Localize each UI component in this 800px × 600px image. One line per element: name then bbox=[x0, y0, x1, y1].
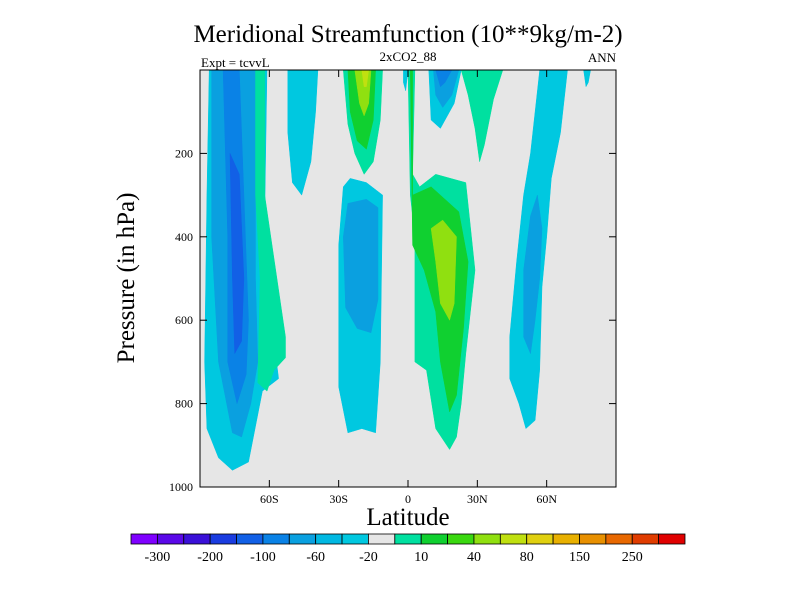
season-label: ANN bbox=[588, 50, 617, 65]
y-tick-label: 400 bbox=[175, 230, 193, 244]
y-tick-label: 200 bbox=[175, 146, 193, 160]
colorbar-swatch bbox=[552, 533, 580, 545]
x-tick-label: 60S bbox=[260, 492, 279, 506]
contour-regions bbox=[204, 69, 591, 471]
colorbar-swatch bbox=[209, 533, 237, 545]
colorbar-label: -60 bbox=[306, 550, 325, 565]
colorbar-swatch bbox=[631, 533, 660, 545]
colorbar-swatch bbox=[420, 533, 448, 545]
colorbar-swatch bbox=[156, 533, 185, 545]
colorbar-label: 250 bbox=[622, 550, 643, 565]
colorbar: -300 -200 -100 -60 -20 10 40 80 150 250 bbox=[130, 533, 686, 565]
colorbar-swatch bbox=[658, 533, 686, 545]
colorbar-label: -20 bbox=[359, 550, 378, 565]
colorbar-label: 150 bbox=[569, 550, 590, 565]
colorbar-label: -300 bbox=[145, 550, 171, 565]
colorbar-swatch bbox=[262, 533, 290, 545]
colorbar-swatch bbox=[394, 533, 422, 545]
colorbar-label: 10 bbox=[414, 550, 428, 565]
contour-region-nh-positive bbox=[460, 69, 504, 162]
colorbar-swatch bbox=[288, 533, 317, 545]
x-axis-label: Latitude bbox=[366, 504, 449, 531]
x-tick-label: 30S bbox=[329, 492, 348, 506]
contour-region-nh-deep-negative-2 bbox=[523, 195, 543, 355]
colorbar-label: 80 bbox=[520, 550, 534, 565]
x-axis: 60S 30S 0 30N 60N bbox=[260, 70, 557, 506]
y-tick-label: 1000 bbox=[169, 480, 193, 494]
y-tick-label: 600 bbox=[175, 313, 193, 327]
contour-region-sh-50s-negative bbox=[287, 69, 319, 196]
colorbar-label: -100 bbox=[250, 550, 276, 565]
chart-subtitle: 2xCO2_88 bbox=[379, 49, 436, 64]
colorbar-swatch bbox=[341, 533, 369, 545]
contour-region-sh-deep-negative-2 bbox=[343, 199, 379, 334]
colorbar-swatch bbox=[236, 533, 264, 545]
colorbar-swatch bbox=[473, 533, 501, 545]
y-axis: 200 400 600 800 1000 bbox=[169, 146, 616, 494]
y-tick-label: 800 bbox=[175, 397, 193, 411]
colorbar-swatch bbox=[315, 533, 343, 545]
colorbar-swatch bbox=[368, 533, 396, 545]
colorbar-swatch bbox=[605, 533, 633, 545]
y-axis-label: Pressure (in hPa) bbox=[113, 193, 140, 364]
colorbar-swatch bbox=[130, 533, 158, 545]
colorbar-swatch bbox=[499, 533, 528, 545]
colorbar-swatch bbox=[447, 533, 475, 545]
experiment-label: Expt = tcvvL bbox=[201, 55, 270, 70]
chart-title: Meridional Streamfunction (10**9kg/m-2) bbox=[193, 21, 622, 48]
x-tick-label: 0 bbox=[405, 492, 411, 506]
x-tick-label: 60N bbox=[536, 492, 557, 506]
contour-region-sh-cell-core bbox=[229, 153, 245, 355]
contour-region-eq-positive-3 bbox=[430, 219, 457, 321]
colorbar-swatch bbox=[526, 533, 554, 545]
colorbar-label: -200 bbox=[197, 550, 223, 565]
colorbar-swatch bbox=[183, 533, 211, 545]
x-tick-label: 30N bbox=[467, 492, 488, 506]
colorbar-label: 40 bbox=[467, 550, 481, 565]
contour-region-sh-60s-positive bbox=[255, 69, 286, 392]
colorbar-swatch bbox=[579, 533, 607, 545]
